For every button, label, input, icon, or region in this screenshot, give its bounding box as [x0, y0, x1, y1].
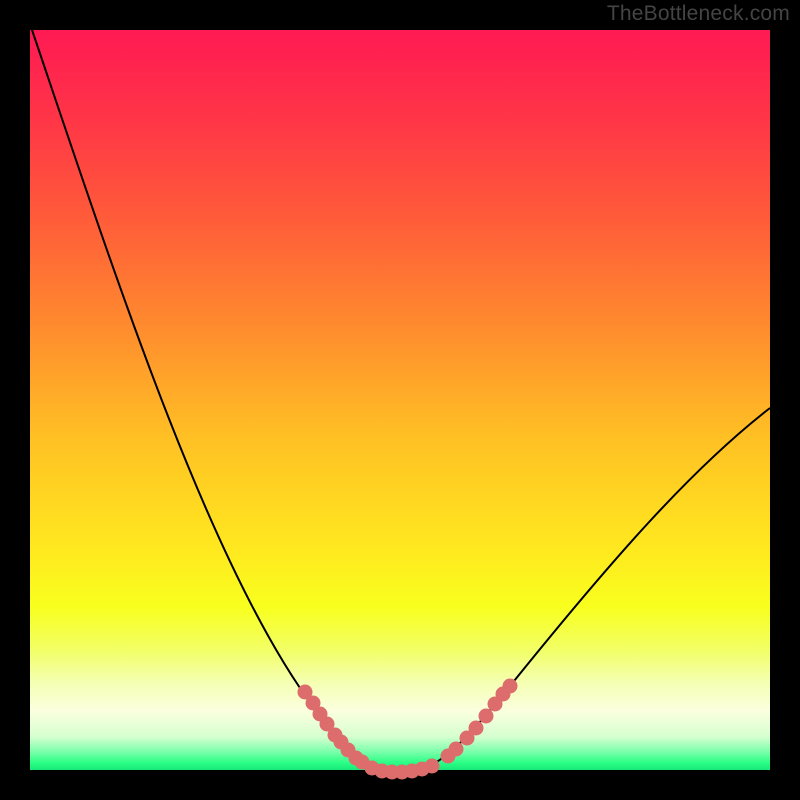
plot-background-gradient	[30, 30, 770, 770]
curve-dot	[469, 721, 484, 736]
bottleneck-curve-chart	[0, 0, 800, 800]
curve-dot	[425, 759, 440, 774]
curve-dot	[479, 709, 494, 724]
watermark-text: TheBottleneck.com	[607, 2, 790, 26]
curve-dot	[503, 679, 518, 694]
curve-dot	[449, 742, 464, 757]
